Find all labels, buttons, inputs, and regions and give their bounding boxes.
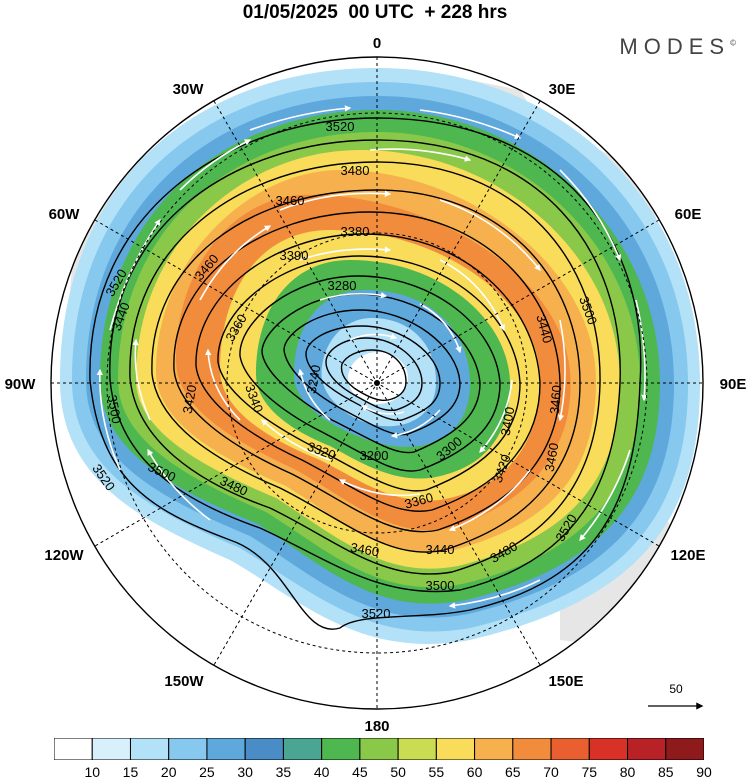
colorbar-tick-labels: 10 15 20 25 30 35 40 45 50 55 60 65 70 75 80 85 90	[0, 764, 750, 782]
band-center	[348, 352, 408, 404]
colorbar	[54, 738, 704, 760]
colorbar-tick-label: 65	[505, 764, 521, 780]
contour-label: 3200	[360, 448, 389, 463]
contour-label: 3280	[328, 278, 357, 293]
colorbar-cell	[321, 738, 361, 760]
wind-vectors	[96, 105, 648, 609]
contour-label: 3440	[426, 542, 455, 557]
colorbar-cell	[512, 738, 552, 760]
contour-label: 3380	[341, 224, 370, 239]
contour-3260	[325, 337, 423, 412]
vector-scale: 50	[646, 680, 706, 720]
brand-name: MODES	[619, 34, 731, 59]
contour-label: 3460	[542, 442, 562, 473]
lon-label: 90E	[720, 376, 747, 393]
contour-label: 3520	[326, 119, 355, 134]
contour-3480	[129, 161, 601, 575]
colorbar-tick-label: 80	[619, 764, 636, 780]
contour-3500	[109, 139, 621, 593]
contour-label: 3440	[533, 313, 555, 345]
colorbar-tick-label: 40	[313, 764, 330, 780]
contour-label: 3420	[180, 384, 200, 415]
colorbar-tick-label: 50	[390, 764, 406, 780]
colorbar-cell	[168, 738, 208, 760]
brand-mark: ©	[730, 38, 736, 48]
contour-3300	[305, 325, 441, 421]
contour-label: 3520	[362, 606, 391, 621]
vector-scale-label: 50	[669, 682, 683, 696]
colorbar-tick-label: 30	[237, 764, 253, 780]
contour-3440	[173, 211, 561, 533]
map-border	[50, 56, 704, 710]
colorbar-cell	[91, 738, 131, 760]
lon-label: 120W	[44, 547, 84, 564]
colorbar-tick-label: 20	[160, 764, 177, 780]
wind-speed-field	[51, 57, 703, 709]
lon-label: 60E	[675, 206, 702, 223]
colorbar-tick-label: 35	[275, 764, 292, 780]
contour-3520	[89, 117, 642, 630]
lon-label: 0	[373, 35, 381, 52]
colorbar-cell	[129, 738, 170, 760]
colorbar-cell	[627, 738, 667, 760]
colorbar-cell	[359, 738, 399, 760]
colorbar-tick-label: 60	[466, 764, 483, 780]
lon-label: 30E	[549, 81, 576, 98]
lon-label: 90W	[5, 376, 37, 393]
colorbar-tick-label: 25	[199, 764, 215, 780]
pole-marker	[374, 380, 380, 386]
lon-label: 150W	[164, 673, 204, 690]
colorbar-tick-label: 45	[352, 764, 368, 780]
colorbar-cell	[54, 738, 93, 760]
vector-scale-arrow	[648, 702, 704, 710]
colorbar-cell	[665, 738, 704, 760]
contour-3360	[261, 293, 481, 454]
colorbar-cell	[550, 738, 590, 760]
contour-label: 3460	[349, 540, 380, 560]
lon-label: 180	[364, 718, 389, 735]
colorbar-tick-label: 15	[122, 764, 139, 780]
lon-label: 150E	[548, 673, 583, 690]
contour-3420	[195, 233, 541, 512]
colorbar-tick-label: 85	[657, 764, 674, 780]
colorbar-tick-label: 75	[581, 764, 598, 780]
contour-label: 3500	[105, 394, 125, 425]
contour-label: 3390	[280, 248, 309, 263]
colorbar-cell	[206, 738, 246, 760]
contour-3240	[340, 349, 407, 402]
colorbar-cell	[282, 738, 323, 760]
contour-label: 3460	[547, 385, 564, 415]
colorbar-tick-label: 10	[84, 764, 101, 780]
contour-label: 3460	[276, 193, 305, 208]
lon-label: 60W	[49, 206, 81, 223]
contour-label: 3400	[498, 406, 518, 437]
colorbar-cell	[588, 738, 629, 760]
contour-label: 3240	[304, 364, 324, 395]
contour-3380	[239, 275, 501, 472]
colorbar-tick-label: 70	[543, 764, 559, 780]
colorbar-cell	[474, 738, 514, 760]
lon-label: 120E	[670, 547, 705, 564]
contour-label: 3360	[403, 490, 435, 512]
contour-3400	[217, 255, 521, 492]
lon-label: 30W	[173, 81, 205, 98]
brand-logo: MODES©	[619, 34, 736, 60]
colorbar-cell	[244, 738, 284, 760]
colorbar-cell	[435, 738, 476, 760]
contour-3460	[151, 189, 581, 553]
longitude-labels: 0 30E 60E 90E 120E 150E 180 150W 120W 90…	[5, 35, 747, 735]
contour-label: 3480	[341, 163, 370, 178]
colorbar-tick-label: 90	[696, 764, 712, 780]
colorbar-cell	[397, 738, 437, 760]
chart-title: 01/05/2025 00 UTC + 228 hrs	[242, 2, 508, 23]
contour-label: 3500	[426, 578, 455, 593]
colorbar-tick-label: 55	[428, 764, 445, 780]
